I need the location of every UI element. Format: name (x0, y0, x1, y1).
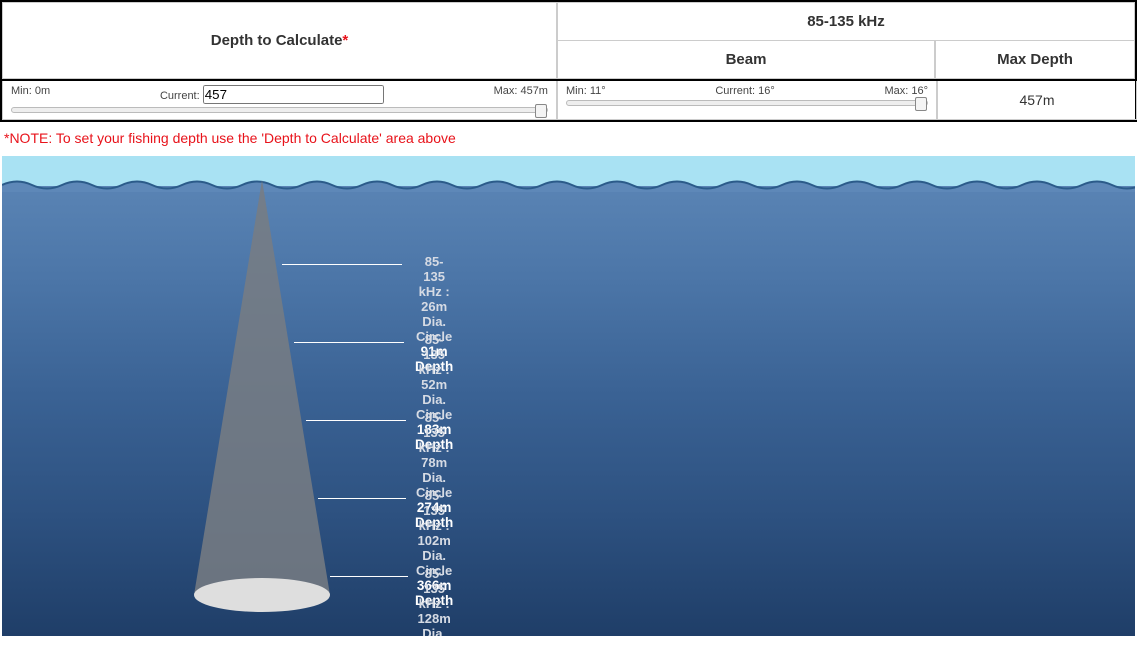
marker-line1: 85-135 kHz : 102m Dia. Circle (415, 488, 453, 578)
maxdepth-value: 457m (1019, 92, 1054, 108)
depth-marker: 85-135 kHz : 78m Dia. Circle274m Depth (2, 420, 406, 421)
depth-marker: 85-135 kHz : 102m Dia. Circle366m Depth (2, 498, 406, 499)
marker-line1: 85-135 kHz : 52m Dia. Circle (415, 332, 453, 422)
sonar-cone (172, 180, 352, 620)
beam-slider-labels: Min: 11° Current: 16° Max: 16° (558, 81, 936, 97)
required-star: * (342, 32, 348, 49)
cone-base-ellipse (194, 578, 330, 612)
beam-header-cell: Beam (557, 41, 935, 79)
beam-slider-block: Min: 11° Current: 16° Max: 16° (557, 81, 937, 120)
depth-slider-block: Min: 0m Current: Max: 457m (2, 81, 557, 120)
depth-marker: 85-135 kHz : 52m Dia. Circle183m Depth (2, 342, 404, 343)
cone-triangle (194, 180, 330, 595)
marker-tick (330, 576, 408, 577)
maxdepth-value-cell: 457m (937, 81, 1137, 120)
controls-row: Min: 0m Current: Max: 457m Min: 11° Curr… (0, 81, 1137, 122)
depth-header-cell: Depth to Calculate* (2, 2, 557, 79)
depth-max-label: Max: 457m (494, 85, 548, 104)
marker-label: 85-135 kHz : 128m Dia. Circle457m Depth (415, 566, 453, 636)
freq-header-cell: 85-135 kHz (557, 2, 1135, 41)
sonar-diagram: 85-135 kHz : 26m Dia. Circle91m Depth 85-… (2, 156, 1135, 636)
depth-header-label: Depth to Calculate (211, 32, 343, 49)
depth-marker: 85-135 kHz : 128m Dia. Circle457m Depth (2, 576, 408, 577)
marker-tick (294, 342, 404, 343)
note-text: *NOTE: To set your fishing depth use the… (0, 122, 1137, 156)
depth-current-label: Current: (160, 90, 200, 102)
right-sub-headers: Beam Max Depth (557, 41, 1135, 79)
beam-header-label: Beam (726, 51, 767, 68)
depth-marker: 85-135 kHz : 26m Dia. Circle91m Depth (2, 264, 402, 265)
beam-max-label: Max: 16° (884, 85, 928, 97)
freq-header-label: 85-135 kHz (807, 13, 885, 30)
depth-slider-thumb[interactable] (535, 104, 547, 118)
maxdepth-header-cell: Max Depth (935, 41, 1135, 79)
beam-current-label: Current: 16° (715, 85, 774, 97)
marker-line1: 85-135 kHz : 128m Dia. Circle (415, 566, 453, 636)
beam-slider-track[interactable] (566, 100, 928, 106)
marker-tick (318, 498, 406, 499)
depth-current-input[interactable] (203, 85, 384, 104)
depth-min-label: Min: 0m (11, 85, 50, 104)
depth-current-wrap: Current: (160, 85, 384, 104)
depth-slider-track[interactable] (11, 107, 548, 113)
beam-slider-thumb[interactable] (915, 97, 927, 111)
marker-line1: 85-135 kHz : 78m Dia. Circle (415, 410, 453, 500)
marker-line1: 85-135 kHz : 26m Dia. Circle (415, 254, 453, 344)
beam-min-label: Min: 11° (566, 85, 606, 97)
marker-tick (282, 264, 402, 265)
controls-grid: Depth to Calculate* 85-135 kHz Beam Max … (0, 0, 1137, 81)
depth-slider-labels: Min: 0m Current: Max: 457m (3, 81, 556, 104)
maxdepth-header-label: Max Depth (997, 51, 1073, 68)
marker-tick (306, 420, 406, 421)
